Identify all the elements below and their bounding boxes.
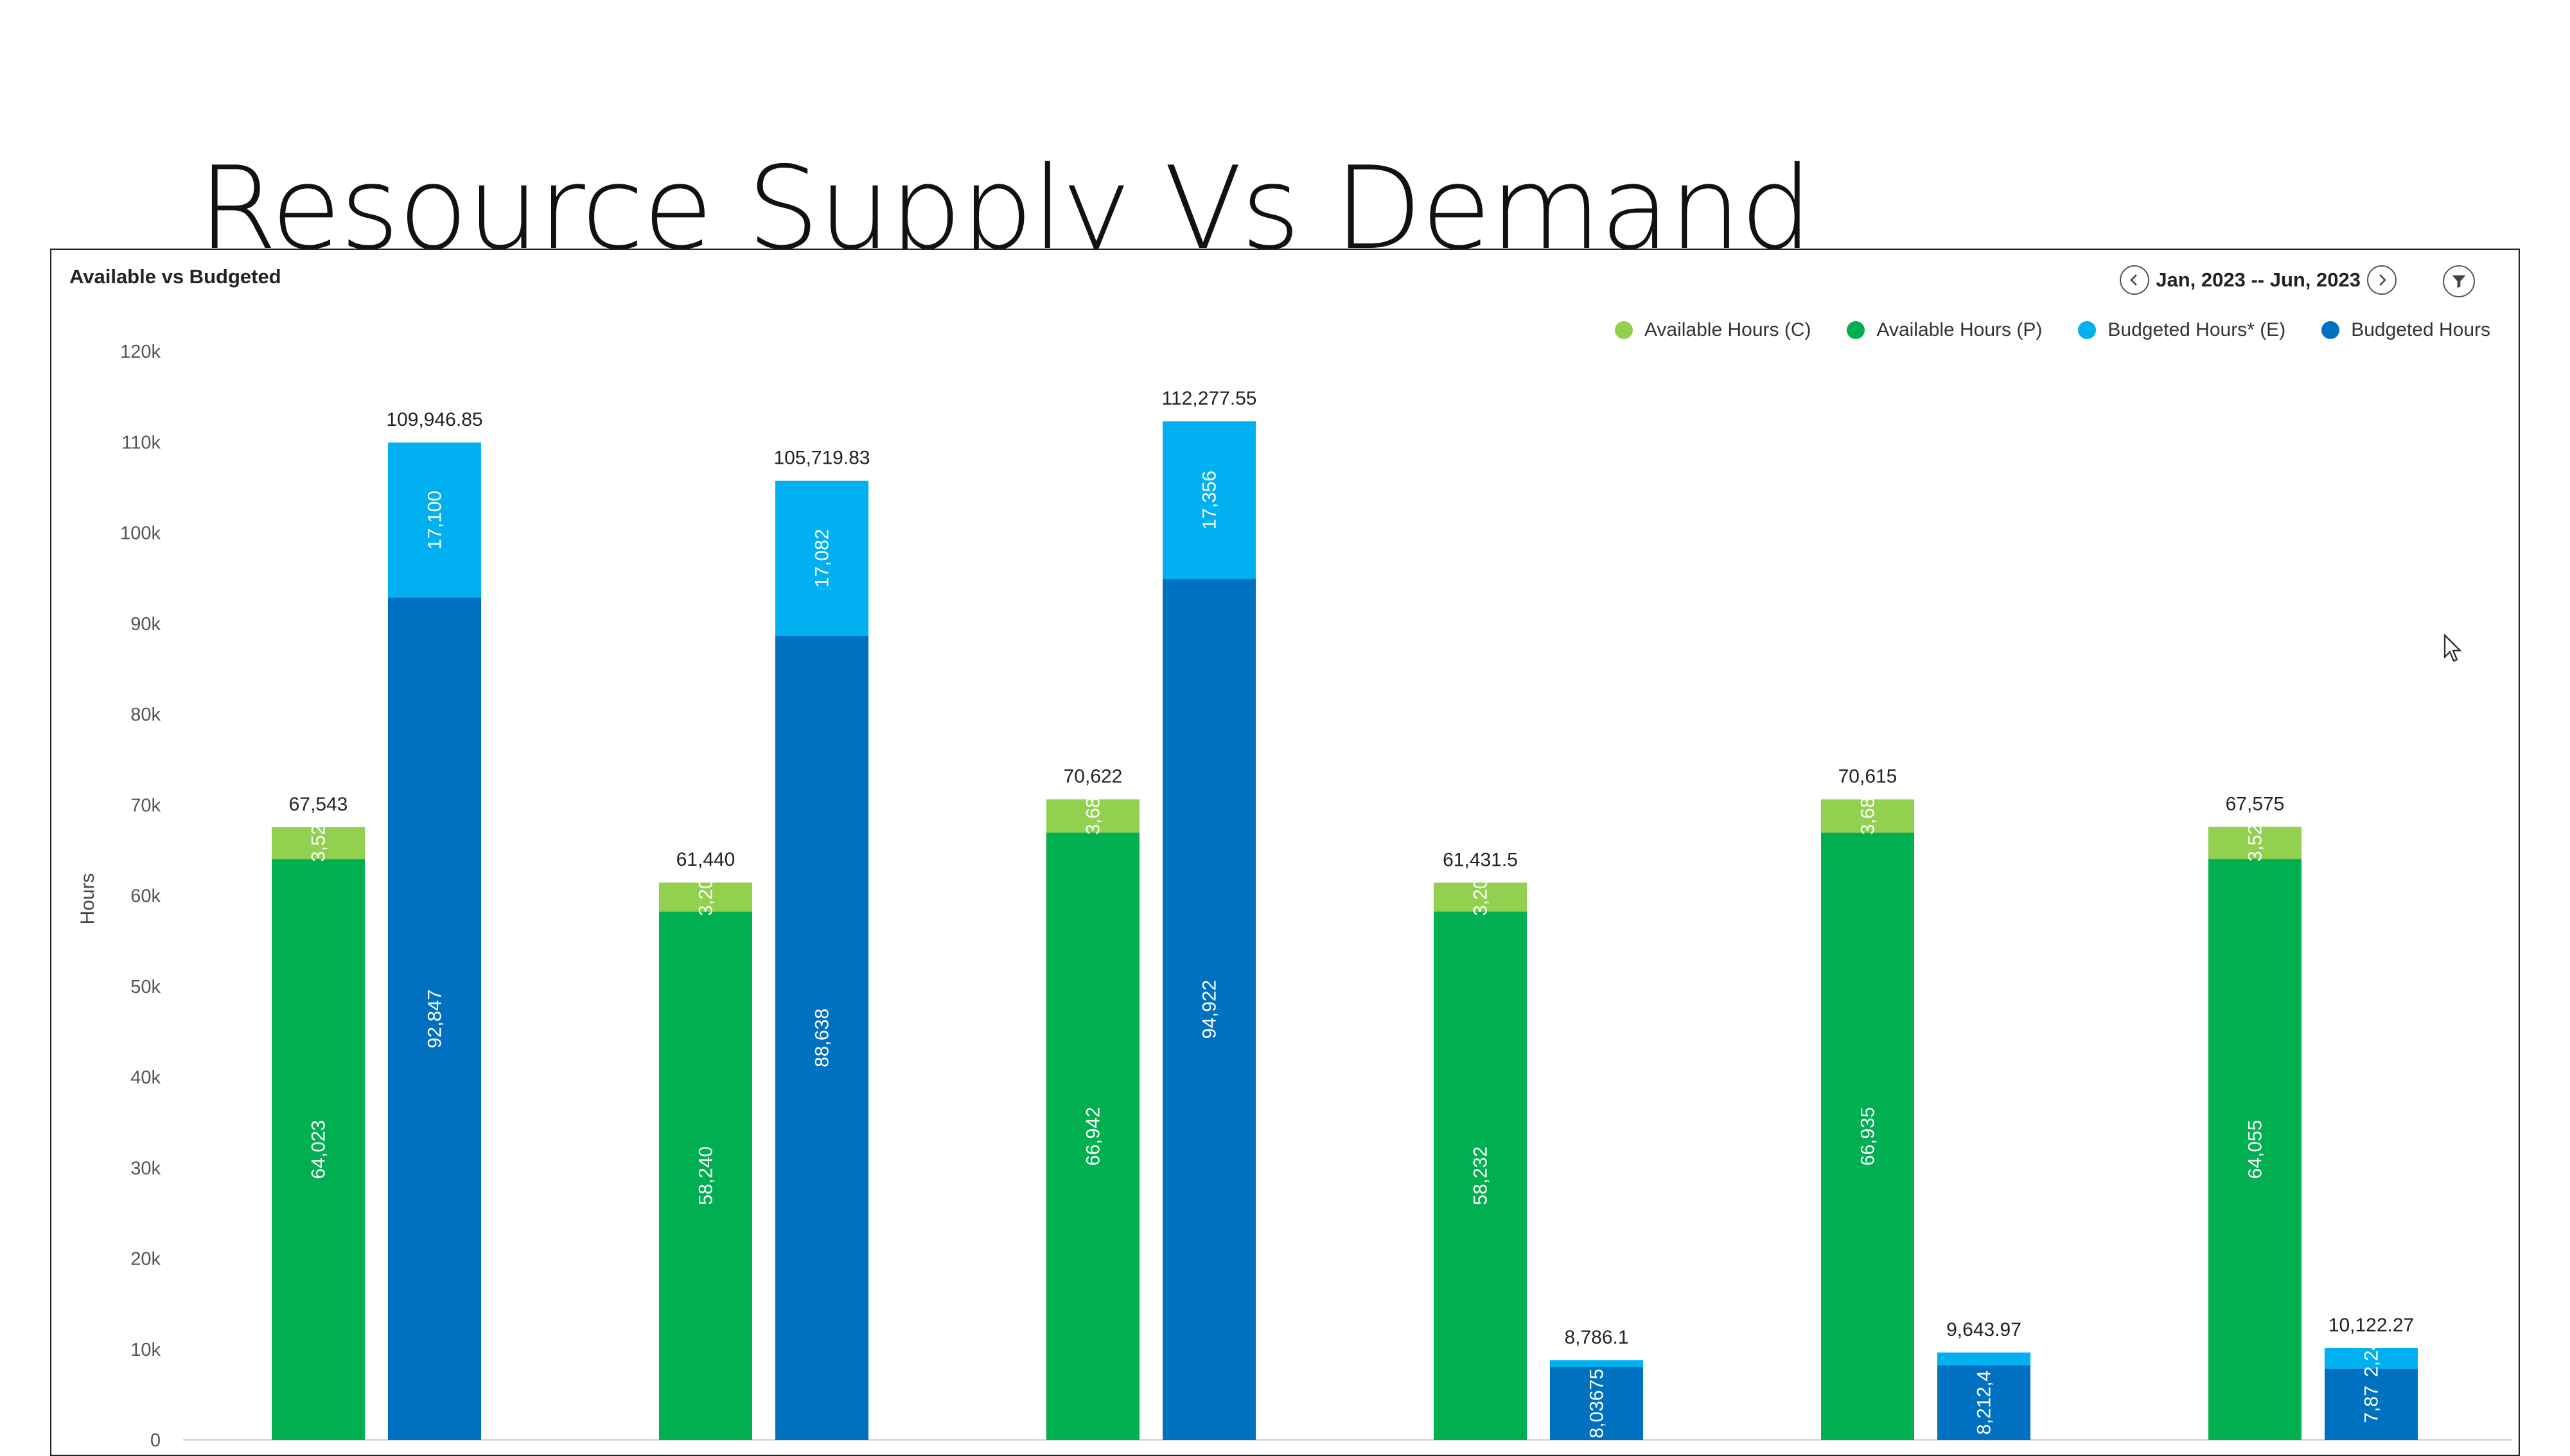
legend-swatch xyxy=(1847,321,1865,339)
y-tick-label: 120k xyxy=(120,342,161,362)
segment-value-label: 3,20 xyxy=(696,879,717,916)
y-tick-label: 10k xyxy=(130,1340,161,1360)
segment-value-label: 64,055 xyxy=(2245,1120,2266,1179)
legend-item-available-c[interactable]: Available Hours (C) xyxy=(1614,319,1811,341)
segment-value-label: 2,24 xyxy=(2361,1340,2382,1377)
date-navigator: Jan, 2023 -- Jun, 2023 xyxy=(2120,265,2397,295)
available-bar-segment xyxy=(1821,799,1914,833)
available-bar-segment xyxy=(659,882,752,912)
budgeted-total-label: 9,643.97 xyxy=(1946,1319,2021,1340)
segment-value-label: 17,082 xyxy=(812,529,833,588)
y-tick-label: 50k xyxy=(130,977,161,997)
legend-item-available-p[interactable]: Available Hours (P) xyxy=(1847,319,2042,341)
budgeted-bar-segment xyxy=(2325,1368,2418,1440)
segment-value-label: 92,847 xyxy=(425,989,446,1048)
budgeted-bar-segment xyxy=(2325,1348,2418,1369)
chevron-left-icon xyxy=(2130,274,2138,286)
available-total-label: 70,622 xyxy=(1064,766,1123,787)
available-bar-segment xyxy=(1046,832,1140,1440)
segment-value-label: 8,212,4 xyxy=(1974,1371,1995,1435)
available-total-label: 61,440 xyxy=(676,849,735,870)
legend-swatch xyxy=(1614,321,1633,339)
segment-value-label: 58,240 xyxy=(696,1146,717,1206)
segment-value-label: 88,638 xyxy=(812,1008,833,1067)
legend-item-budgeted-e[interactable]: Budgeted Hours* (E) xyxy=(2078,319,2285,341)
legend-label: Available Hours (P) xyxy=(1876,319,2043,340)
segment-value-label: 3,20 xyxy=(1470,879,1492,916)
segment-value-label: 66,942 xyxy=(1083,1107,1104,1166)
segment-value-label: 3,52 xyxy=(308,825,330,862)
budgeted-bar-segment xyxy=(388,597,481,1440)
budgeted-total-label: 105,719.83 xyxy=(773,448,870,469)
budgeted-bar-segment xyxy=(775,635,868,1440)
budgeted-total-label: 109,946.85 xyxy=(386,409,482,430)
available-total-label: 67,543 xyxy=(289,794,348,815)
filter-button[interactable] xyxy=(2443,265,2475,297)
y-tick-label: 90k xyxy=(130,614,161,635)
segment-value-label: 17,100 xyxy=(425,491,446,550)
y-tick-label: 0 xyxy=(150,1430,161,1451)
available-bar-segment xyxy=(1821,832,1914,1440)
available-total-label: 61,431.5 xyxy=(1443,849,1518,870)
available-bar-segment xyxy=(1434,911,1527,1440)
available-bar-segment xyxy=(272,827,365,859)
segment-value-label: 64,023 xyxy=(308,1120,330,1179)
segment-value-label: 7,87 xyxy=(2361,1385,2382,1423)
available-bar-segment xyxy=(1434,882,1527,912)
budgeted-bar-segment xyxy=(1937,1365,2030,1440)
budgeted-bar-segment xyxy=(775,480,868,636)
segment-value-label: 17,356 xyxy=(1199,471,1220,530)
y-tick-label: 80k xyxy=(130,705,161,725)
available-total-label: 67,575 xyxy=(2226,794,2285,815)
y-tick-label: 110k xyxy=(121,432,161,453)
available-bar-segment xyxy=(272,859,365,1440)
segment-value-label: 3,68 xyxy=(1083,797,1104,834)
segment-value-label: 8,03675 xyxy=(1587,1369,1608,1438)
budgeted-bar-segment xyxy=(388,442,481,598)
segment-value-label: 58,232 xyxy=(1470,1146,1492,1206)
available-bar-segment xyxy=(659,911,752,1440)
budgeted-bar-segment xyxy=(1550,1367,1643,1440)
prev-period-button[interactable] xyxy=(2120,265,2150,295)
legend-swatch xyxy=(2321,321,2340,339)
legend-label: Budgeted Hours* (E) xyxy=(2108,319,2286,340)
chevron-right-icon xyxy=(2379,274,2386,286)
budgeted-bar-segment xyxy=(1937,1352,2030,1366)
stacked-bar-chart: 0 10k 20k 30k 40k 50k 60k 70k 80k 90k 100k 110k 120k… xyxy=(77,342,2512,1451)
segment-value-label: 66,935 xyxy=(1858,1107,1879,1166)
y-tick-label: 70k xyxy=(130,795,161,816)
next-period-button[interactable] xyxy=(2367,265,2397,295)
legend-label: Budgeted Hours xyxy=(2351,319,2490,340)
y-tick-label: 30k xyxy=(130,1158,161,1179)
panel-title: Available vs Budgeted xyxy=(69,265,281,288)
budgeted-bar-segment xyxy=(1550,1360,1643,1367)
y-tick-label: 100k xyxy=(120,523,161,544)
y-tick-label: 60k xyxy=(130,886,161,907)
chart-panel: Available vs Budgeted Jan, 2023 -- Jun, … xyxy=(50,249,2520,1456)
slide-title: Resource Supply Vs Demand xyxy=(198,142,1811,250)
y-tick-label: 40k xyxy=(130,1067,161,1088)
legend-item-budgeted[interactable]: Budgeted Hours xyxy=(2321,319,2490,341)
date-range: Jan, 2023 -- Jun, 2023 xyxy=(2156,268,2361,291)
filter-icon xyxy=(2452,275,2466,288)
segment-value-label: 3,52 xyxy=(2245,824,2266,861)
available-bar-segment xyxy=(2208,827,2302,859)
chart-legend: Available Hours (C) Available Hours (P) … xyxy=(1614,319,2490,341)
y-tick-label: 20k xyxy=(130,1249,161,1270)
budgeted-bar-segment xyxy=(1163,421,1256,579)
segment-value-label: 3,68 xyxy=(1858,797,1879,834)
segment-value-label: 94,922 xyxy=(1199,980,1220,1039)
available-total-label: 70,615 xyxy=(1838,766,1897,787)
available-bar-segment xyxy=(1046,799,1140,833)
legend-swatch xyxy=(2078,321,2097,339)
budgeted-bar-segment xyxy=(1163,579,1256,1440)
mouse-cursor-icon xyxy=(2443,634,2462,662)
legend-label: Available Hours (C) xyxy=(1644,319,1811,340)
budgeted-total-label: 10,122.27 xyxy=(2328,1315,2414,1336)
y-axis-label: Hours xyxy=(77,873,98,924)
available-bar-segment xyxy=(2208,859,2302,1440)
budgeted-total-label: 8,786.1 xyxy=(1564,1327,1628,1348)
budgeted-total-label: 112,277.55 xyxy=(1162,388,1257,409)
